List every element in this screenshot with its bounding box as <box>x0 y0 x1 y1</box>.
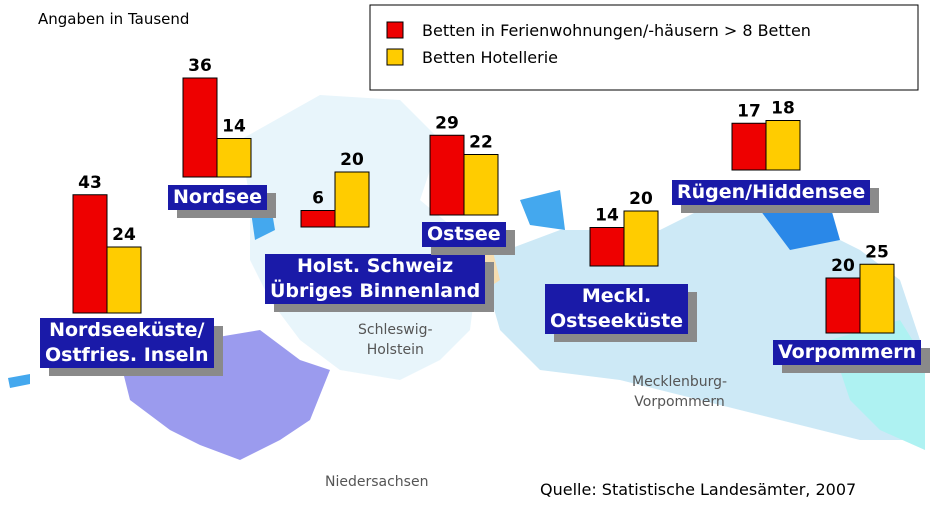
value-label: 17 <box>737 101 761 121</box>
legend-swatch <box>386 21 404 39</box>
region-sh <box>240 95 480 380</box>
bar <box>182 77 218 178</box>
value-label: 20 <box>629 189 653 209</box>
region-label: Holst. Schweiz Übriges Binnenland <box>265 254 486 304</box>
bar <box>825 277 861 334</box>
region-label: Nordsee <box>168 185 268 210</box>
legend-swatch <box>386 48 404 66</box>
bar <box>216 138 252 178</box>
bar <box>623 210 659 267</box>
value-label: 18 <box>771 99 795 119</box>
legend-box <box>369 4 919 91</box>
value-label: 20 <box>831 256 855 276</box>
bar <box>731 122 767 171</box>
bar <box>859 263 895 334</box>
bar <box>429 134 465 216</box>
legend-label: Betten Hotellerie <box>422 48 558 67</box>
value-label: 29 <box>435 113 459 133</box>
bar <box>106 246 142 314</box>
legend-label: Betten in Ferienwohnungen/-häusern > 8 B… <box>422 21 811 40</box>
water <box>760 205 840 250</box>
region-label: Meckl. Ostseeküste <box>545 284 689 334</box>
region-label: Rügen/Hiddensee <box>672 180 871 205</box>
map-label: Niedersachsen <box>325 474 429 490</box>
water <box>520 190 565 230</box>
value-label: 14 <box>222 117 246 137</box>
value-label: 22 <box>469 133 493 153</box>
value-label: 14 <box>595 206 619 226</box>
water <box>8 374 30 388</box>
bar <box>463 154 499 216</box>
bar <box>72 194 108 314</box>
bar <box>300 210 336 228</box>
map-label: Schleswig- Holstein <box>358 322 433 358</box>
region-label: Nordseeküste/ Ostfries. Inseln <box>40 318 214 368</box>
bar <box>765 120 801 171</box>
source: Quelle: Statistische Landesämter, 2007 <box>540 480 857 499</box>
bar <box>334 171 370 228</box>
region-label: Vorpommern <box>773 340 922 365</box>
value-label: 25 <box>865 242 889 262</box>
value-label: 43 <box>78 173 102 193</box>
value-label: 24 <box>112 225 136 245</box>
map-label: Mecklenburg- Vorpommern <box>632 374 728 410</box>
region-label: Ostsee <box>422 222 506 247</box>
bar <box>589 227 625 267</box>
value-label: 6 <box>312 189 324 209</box>
value-label: 36 <box>188 56 212 76</box>
value-label: 20 <box>340 150 364 170</box>
water <box>250 200 275 240</box>
note: Angaben in Tausend <box>38 10 190 28</box>
